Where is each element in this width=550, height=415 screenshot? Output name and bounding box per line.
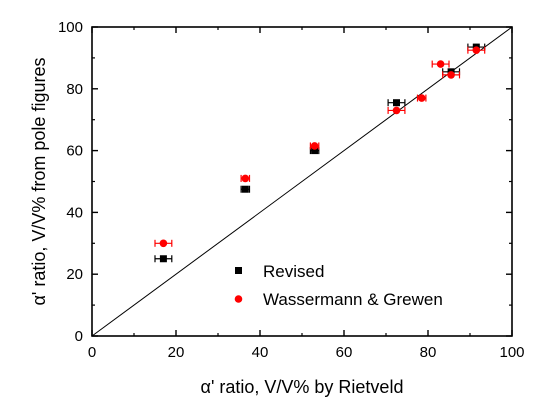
x-tick-label: 20 — [168, 344, 185, 361]
legend-label-wassermann-grewen: Wassermann & Grewen — [263, 290, 443, 309]
y-tick-label: 100 — [58, 19, 83, 36]
x-axis-title: α' ratio, V/V% by Rietveld — [201, 377, 404, 397]
y-tick-label: 80 — [66, 81, 83, 98]
data-point — [310, 142, 319, 150]
data-point — [472, 46, 481, 54]
legend-marker-wassermann-grewen — [234, 295, 243, 303]
data-point — [436, 60, 445, 68]
y-axis-title: α' ratio, V/V% from pole figures — [29, 58, 49, 306]
series-wassermann-grewen — [154, 46, 486, 248]
series-revised — [154, 43, 486, 263]
data-point — [241, 185, 249, 193]
data-point — [392, 106, 401, 115]
y-tick-label: 60 — [66, 143, 83, 160]
axes: 0 20 40 60 80 100 0 20 40 60 80 100 — [58, 19, 525, 361]
x-tick-label: 60 — [336, 344, 353, 361]
legend: Revised Wassermann & Grewen — [234, 262, 443, 309]
data-point — [417, 94, 426, 102]
reference-line — [91, 26, 513, 337]
data-point — [241, 174, 250, 183]
y-tick-label: 20 — [66, 266, 83, 283]
x-tick-label: 0 — [88, 344, 96, 361]
x-tick-label: 40 — [252, 344, 269, 361]
legend-label-revised: Revised — [263, 262, 324, 281]
y-tick-label: 40 — [66, 204, 83, 221]
data-point — [393, 99, 400, 107]
x-tick-label: 80 — [420, 344, 437, 361]
legend-marker-revised — [235, 267, 242, 274]
data-point — [159, 255, 167, 263]
plot-area — [91, 26, 513, 337]
y-tick-label: 0 — [75, 328, 83, 345]
data-point — [311, 147, 319, 155]
data-point — [447, 71, 455, 79]
x-tick-label: 100 — [499, 344, 524, 361]
data-point — [159, 239, 168, 248]
